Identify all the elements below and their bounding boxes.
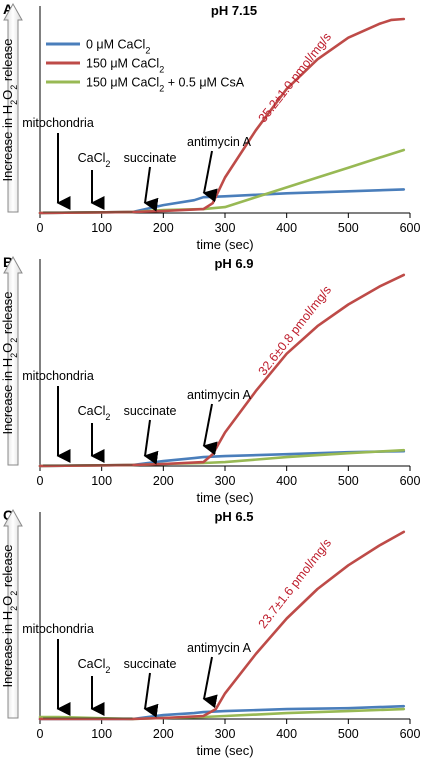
x-tick-label: 200 [153, 727, 174, 741]
annotation-label: antimycin A [187, 135, 252, 149]
rate-label: 35.2±1.0 pmol/mg/s [256, 30, 335, 125]
annotation-label: mitochondria [22, 622, 94, 636]
y-axis-label: Increase in H2O2 release [0, 545, 19, 688]
x-tick-label: 300 [215, 221, 236, 235]
panel-title: pH 7.15 [211, 3, 257, 18]
x-tick-label: 400 [276, 221, 297, 235]
annotation-label: mitochondria [22, 116, 94, 130]
panel-title: pH 6.9 [214, 256, 253, 271]
x-tick-label: 0 [37, 221, 44, 235]
panel-letter: B [3, 254, 13, 270]
annotation-label: mitochondria [22, 369, 94, 383]
annotation-arrow [143, 419, 159, 465]
legend-entry: 150 μM CaCl2 + 0.5 μM CsA [86, 76, 245, 94]
x-tick-label: 500 [338, 727, 359, 741]
x-tick-label: 600 [400, 727, 421, 741]
annotation-label: CaCl2 [78, 404, 111, 422]
annotation-label: CaCl2 [78, 151, 111, 169]
legend-entry: 0 μM CaCl2 [86, 38, 150, 56]
annotation-label: succinate [124, 657, 177, 671]
x-tick-label: 100 [91, 727, 112, 741]
annotation-arrow [143, 672, 159, 718]
x-tick-label: 0 [37, 474, 44, 488]
x-axis-label: time (sec) [196, 237, 253, 252]
annotation-label: succinate [124, 404, 177, 418]
x-tick-label: 600 [400, 474, 421, 488]
annotation-label: CaCl2 [78, 657, 111, 675]
x-tick-label: 100 [91, 474, 112, 488]
panel-letter: A [3, 1, 13, 17]
x-tick-label: 500 [338, 474, 359, 488]
panel-letter: C [3, 507, 13, 523]
x-tick-label: 0 [37, 727, 44, 741]
x-axis-label: time (sec) [196, 490, 253, 505]
x-tick-label: 400 [276, 727, 297, 741]
annotation-arrow [143, 166, 159, 212]
annotation-arrow [202, 403, 218, 456]
y-axis-arrow [3, 255, 23, 466]
y-axis-arrow [3, 2, 23, 213]
x-tick-label: 600 [400, 221, 421, 235]
series-line-2 [38, 273, 406, 468]
series-line-2 [38, 17, 406, 215]
x-tick-label: 500 [338, 221, 359, 235]
annotation-arrow [202, 656, 218, 709]
panel-title: pH 6.5 [214, 509, 253, 524]
x-tick-label: 100 [91, 221, 112, 235]
annotation-label: succinate [124, 151, 177, 165]
series-line-3 [38, 448, 406, 468]
rate-label: 23.7±1.6 pmol/mg/s [256, 536, 335, 631]
series-line-2 [38, 530, 406, 721]
annotation-arrow [202, 150, 218, 203]
x-axis-label: time (sec) [196, 743, 253, 758]
annotation-label: antimycin A [187, 641, 252, 655]
x-tick-label: 300 [215, 474, 236, 488]
y-axis-label: Increase in H2O2 release [0, 292, 19, 435]
x-tick-label: 300 [215, 727, 236, 741]
x-tick-label: 400 [276, 474, 297, 488]
x-tick-label: 200 [153, 474, 174, 488]
y-axis-arrow [3, 508, 23, 719]
annotation-label: antimycin A [187, 388, 252, 402]
series-line-1 [38, 188, 406, 215]
legend-entry: 150 μM CaCl2 [86, 57, 164, 75]
rate-label: 32.6±0.8 pmol/mg/s [256, 283, 335, 378]
x-tick-label: 200 [153, 221, 174, 235]
y-axis-label: Increase in H2O2 release [0, 39, 19, 182]
